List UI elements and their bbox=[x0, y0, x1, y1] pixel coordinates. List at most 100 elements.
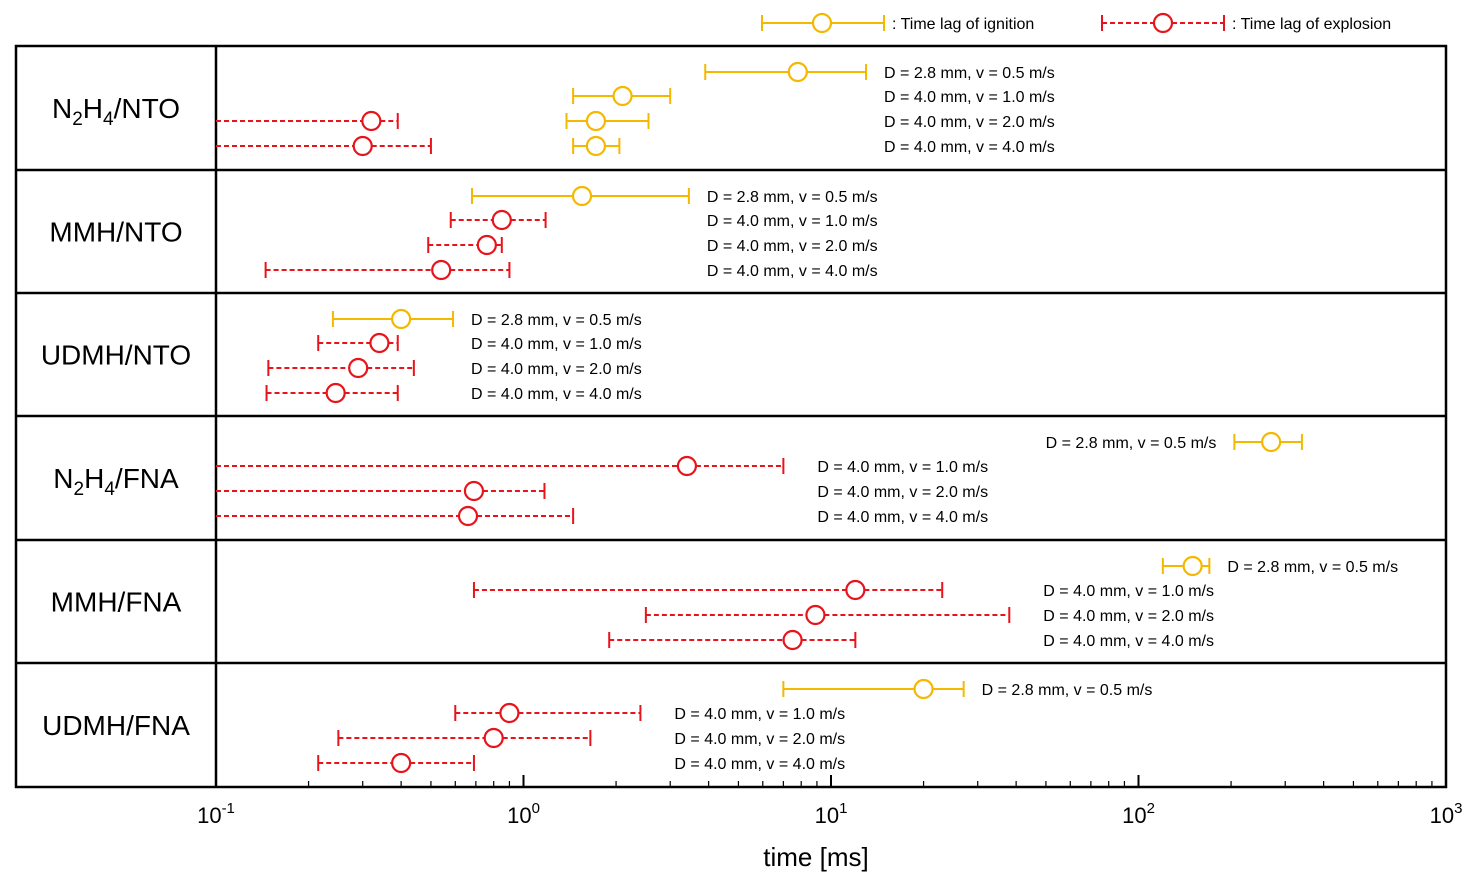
errorbar-5-0 bbox=[782, 678, 965, 700]
x-axis-label: time [ms] bbox=[763, 842, 868, 872]
condition-label: D = 2.8 mm, v = 0.5 m/s bbox=[982, 682, 1153, 699]
errorbar-5-2 bbox=[337, 727, 592, 749]
errorbar-0-0-marker bbox=[787, 61, 808, 83]
errorbar-2-1 bbox=[317, 332, 399, 354]
errorbar-2-2-marker bbox=[348, 357, 369, 379]
errorbar-3-1-marker bbox=[676, 455, 698, 477]
legend: : Time lag of ignition : Time lag of expl… bbox=[761, 12, 1391, 34]
label-part: /FNA bbox=[115, 463, 179, 494]
propellant-label: UDMH/FNA bbox=[42, 710, 190, 741]
errorbar-3-0-marker bbox=[1261, 431, 1282, 453]
errorbar-5-3 bbox=[317, 752, 475, 774]
condition-label: D = 4.0 mm, v = 4.0 m/s bbox=[707, 263, 878, 280]
condition-label: D = 2.8 mm, v = 0.5 m/s bbox=[1046, 435, 1217, 452]
errorbar-0-2-marker bbox=[585, 110, 607, 132]
errorbar-4-3-marker bbox=[782, 629, 803, 651]
errorbar-1-1-marker bbox=[491, 209, 512, 231]
x-tick-label: 101 bbox=[815, 800, 848, 828]
label-part: H bbox=[84, 463, 104, 494]
legend-entry-ignition: : Time lag of ignition bbox=[761, 12, 1034, 34]
panel-3: N2H4/FNA D = 2.8 mm, v = 0.5 m/s D = 4.0 m… bbox=[53, 431, 1303, 527]
legend-label: : Time lag of ignition bbox=[892, 16, 1034, 33]
condition-label: D = 4.0 mm, v = 4.0 m/s bbox=[884, 139, 1055, 156]
condition-label: D = 4.0 mm, v = 2.0 m/s bbox=[817, 484, 988, 501]
errorbar-1-2-marker bbox=[476, 234, 497, 256]
panel-5: UDMH/FNA D = 2.8 mm, v = 0.5 m/s D = 4.0 m… bbox=[42, 678, 1153, 774]
condition-label: D = 4.0 mm, v = 2.0 m/s bbox=[471, 361, 642, 378]
x-tick-label: 10-1 bbox=[197, 800, 235, 828]
errorbar-5-0-marker bbox=[913, 678, 934, 700]
errorbar-1-1 bbox=[449, 209, 547, 231]
errorbar-4-1-marker bbox=[845, 579, 866, 601]
legend-entry-explosion: : Time lag of explosion bbox=[1101, 12, 1391, 34]
panel-1: MMH/NTO D = 2.8 mm, v = 0.5 m/s D = 4.0 mm… bbox=[49, 185, 878, 281]
errorbar-0-4 bbox=[216, 110, 399, 132]
x-tick-label: 100 bbox=[507, 800, 540, 828]
errorbar-3-3 bbox=[216, 505, 575, 527]
errorbar-5-1-marker bbox=[499, 702, 520, 724]
condition-label: D = 4.0 mm, v = 4.0 m/s bbox=[817, 509, 988, 526]
condition-label: D = 4.0 mm, v = 1.0 m/s bbox=[1043, 583, 1214, 600]
errorbar-0-5 bbox=[216, 135, 432, 157]
condition-label: D = 4.0 mm, v = 1.0 m/s bbox=[471, 336, 642, 353]
condition-label: D = 4.0 mm, v = 1.0 m/s bbox=[817, 459, 988, 476]
errorbar-5-2-marker bbox=[483, 727, 504, 749]
errorbar-0-2 bbox=[565, 110, 650, 132]
condition-label: D = 4.0 mm, v = 1.0 m/s bbox=[707, 213, 878, 230]
label-subscript: 2 bbox=[74, 479, 85, 500]
errorbar-1-0-marker bbox=[571, 185, 593, 207]
errorbar-0-1 bbox=[572, 85, 672, 107]
condition-label: D = 2.8 mm, v = 0.5 m/s bbox=[707, 189, 878, 206]
errorbar-2-1-marker bbox=[369, 332, 390, 354]
errorbar-3-1 bbox=[216, 455, 785, 477]
label-part: N bbox=[53, 463, 73, 494]
errorbar-4-2 bbox=[644, 604, 1011, 626]
condition-label: D = 4.0 mm, v = 4.0 m/s bbox=[471, 386, 642, 403]
errorbar-3-0 bbox=[1233, 431, 1303, 453]
errorbar-1-0 bbox=[470, 185, 690, 207]
condition-label: D = 4.0 mm, v = 2.0 m/s bbox=[884, 114, 1055, 131]
condition-label: D = 4.0 mm, v = 1.0 m/s bbox=[884, 89, 1055, 106]
legend-marker bbox=[1152, 12, 1174, 34]
label-subscript: 4 bbox=[104, 479, 115, 500]
legend-marker bbox=[811, 12, 833, 34]
x-tick-label: 102 bbox=[1122, 800, 1155, 828]
errorbar-0-5-marker bbox=[352, 135, 373, 157]
panel-2: UDMH/NTO D = 2.8 mm, v = 0.5 m/s D = 4.0 m… bbox=[41, 308, 642, 404]
propellant-label: MMH/FNA bbox=[51, 587, 182, 618]
x-axis: time [ms] 10-1 100 101 102 103 bbox=[197, 775, 1462, 872]
tick-base: 10 bbox=[1430, 803, 1454, 828]
errorbar-5-3-marker bbox=[391, 752, 412, 774]
condition-label: D = 2.8 mm, v = 0.5 m/s bbox=[884, 65, 1055, 82]
condition-label: D = 2.8 mm, v = 0.5 m/s bbox=[471, 312, 642, 329]
tick-base: 10 bbox=[815, 803, 839, 828]
propellant-label: N2H4/NTO bbox=[52, 93, 180, 130]
tick-base: 10 bbox=[197, 803, 221, 828]
panel-4: MMH/FNA D = 2.8 mm, v = 0.5 m/s D = 4.0 mm… bbox=[51, 555, 1398, 651]
errorbar-4-2-marker bbox=[805, 604, 826, 626]
condition-label: D = 4.0 mm, v = 2.0 m/s bbox=[707, 238, 878, 255]
errorbar-0-0 bbox=[704, 61, 868, 83]
groups: N2H4/NTO D = 2.8 mm, v = 0.5 m/s D = 4.0 m… bbox=[41, 61, 1398, 774]
errorbar-1-2 bbox=[427, 234, 503, 256]
errorbar-4-0 bbox=[1161, 555, 1211, 577]
condition-label: D = 4.0 mm, v = 1.0 m/s bbox=[674, 706, 845, 723]
condition-label: D = 4.0 mm, v = 2.0 m/s bbox=[674, 731, 845, 748]
x-tick-label: 103 bbox=[1430, 800, 1463, 828]
legend-label: : Time lag of explosion bbox=[1232, 16, 1391, 33]
errorbar-1-3 bbox=[264, 259, 511, 281]
errorbar-2-3-marker bbox=[325, 382, 346, 404]
errorbar-2-2 bbox=[267, 357, 415, 379]
condition-label: D = 4.0 mm, v = 4.0 m/s bbox=[674, 756, 845, 773]
tick-base: 10 bbox=[507, 803, 531, 828]
errorbar-0-3-marker bbox=[585, 135, 607, 157]
label-part: /NTO bbox=[114, 93, 180, 124]
errorbar-4-1 bbox=[472, 579, 944, 601]
propellant-label: MMH/NTO bbox=[49, 217, 182, 248]
errorbar-1-3-marker bbox=[431, 259, 452, 281]
errorbar-3-3-marker bbox=[457, 505, 479, 527]
tick-exponent: 3 bbox=[1454, 800, 1462, 817]
errorbar-2-0 bbox=[331, 308, 455, 330]
propellant-label: UDMH/NTO bbox=[41, 340, 191, 371]
